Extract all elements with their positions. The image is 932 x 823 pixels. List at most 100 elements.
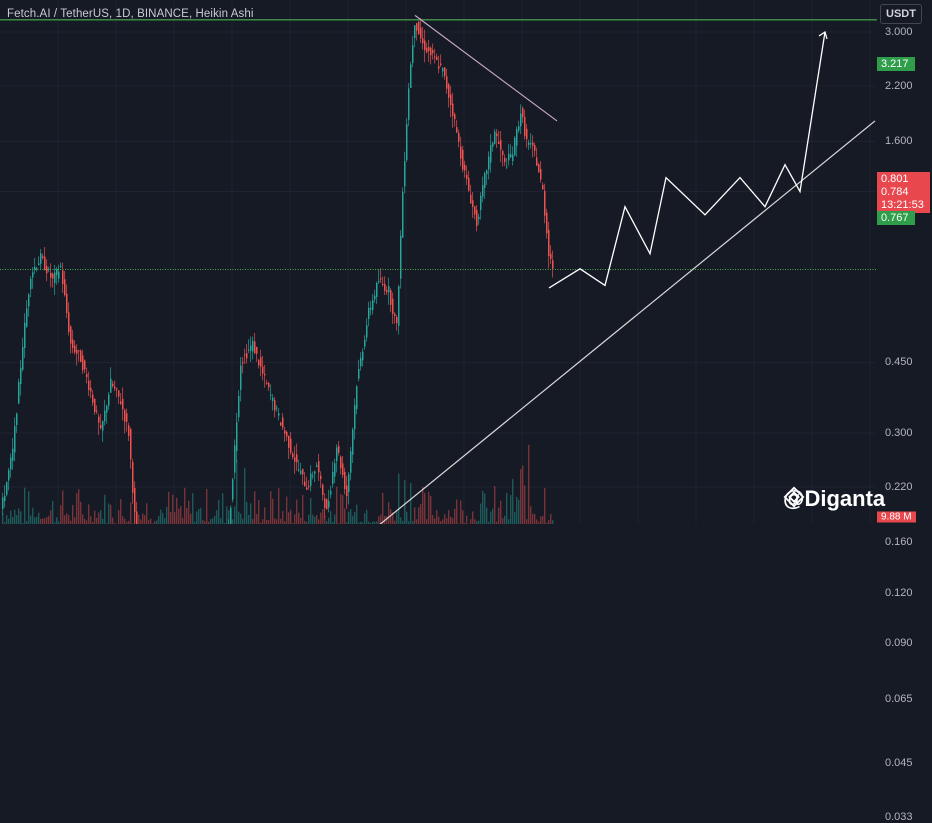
candle-body [538,164,540,172]
volume-bar [492,509,493,524]
candle-body [540,169,542,180]
candle-body [478,217,480,219]
volume-bar [398,474,399,524]
volume-bar [272,499,273,524]
candle-body [250,346,252,351]
candle-body [506,166,508,167]
volume-bar [52,501,53,524]
chart-canvas[interactable] [0,0,932,524]
volume-bar [420,504,421,524]
candle-body [12,449,14,461]
volume-bar [320,513,321,524]
volume-bar [12,517,13,524]
candle-body [10,458,12,470]
candle-body [244,354,246,355]
volume-bar [266,520,267,524]
volume-bar [278,488,279,524]
currency-button[interactable]: USDT [880,4,922,24]
volume-bar [244,468,245,524]
candle-body [542,185,544,189]
volume-bar [550,514,551,524]
candle-body [24,323,26,348]
candle-body [272,398,274,401]
volume-bar [526,519,527,524]
price-tick-label: 3.000 [885,26,913,38]
candle-body [82,356,84,371]
volume-bar [414,507,415,524]
volume-bar [276,519,277,524]
volume-bar [110,505,111,524]
volume-bar [38,513,39,524]
candle-body [312,476,314,477]
candle-body [524,117,526,136]
candle-body [448,84,450,98]
candle-body [474,206,476,214]
volume-bar [142,513,143,524]
candle-body [284,430,286,433]
candle-body [470,195,472,204]
candle-body [420,28,422,39]
volume-bar [504,516,505,524]
candle-body [508,154,510,161]
candle-body [450,95,452,105]
volume-bar [294,514,295,524]
candle-body [64,279,66,295]
volume-bar [164,518,165,524]
candle-body [36,268,38,269]
candle-body [276,408,278,409]
volume-bar [146,503,147,524]
price-tick-label: 0.300 [885,427,913,439]
candle-body [548,230,550,256]
candle-body [458,133,460,142]
volume-bar [350,509,351,524]
candle-body [74,346,76,353]
volume-bar [84,519,85,524]
candle-body [504,158,506,162]
candle-body [430,48,432,55]
volume-bar [446,518,447,524]
candle-body [392,299,394,314]
volume-bar [158,516,159,524]
candle-body [242,363,244,364]
candle-body [310,474,312,486]
volume-bar [510,495,511,524]
candle-body [396,317,398,323]
volume-bar [242,519,243,524]
volume-bar [298,513,299,524]
candle-body [30,279,32,290]
volume-bar [448,510,449,524]
candle-body [92,395,94,403]
candle-body [2,498,4,509]
volume-bar [430,496,431,524]
volume-bar [336,487,337,524]
candle-body [282,417,284,427]
volume-bar [490,512,491,524]
volume-bar [138,515,139,524]
volume-bar [410,483,411,524]
volume-bars [2,445,553,524]
price-chart[interactable] [0,0,932,524]
candle-body [256,347,258,354]
volume-bar [282,511,283,524]
candle-body [406,124,408,160]
price-tick-label: 0.220 [885,481,913,493]
volume-bar [256,514,257,524]
candle-body [270,395,272,396]
candle-body [264,374,266,375]
candle-body [518,126,520,130]
candle-body [490,145,492,162]
candle-body [350,451,352,472]
volume-bar [94,511,95,524]
candle-body [426,48,428,53]
volume-bar [210,519,211,524]
volume-bar [100,510,101,524]
volume-bar [472,511,473,524]
candle-body [520,114,522,127]
volume-bar [494,486,495,524]
candle-body [314,471,316,473]
volume-bar [424,493,425,524]
candle-body [414,25,416,38]
volume-bar [16,515,17,524]
candle-body [522,108,524,117]
candle-body [68,312,70,332]
